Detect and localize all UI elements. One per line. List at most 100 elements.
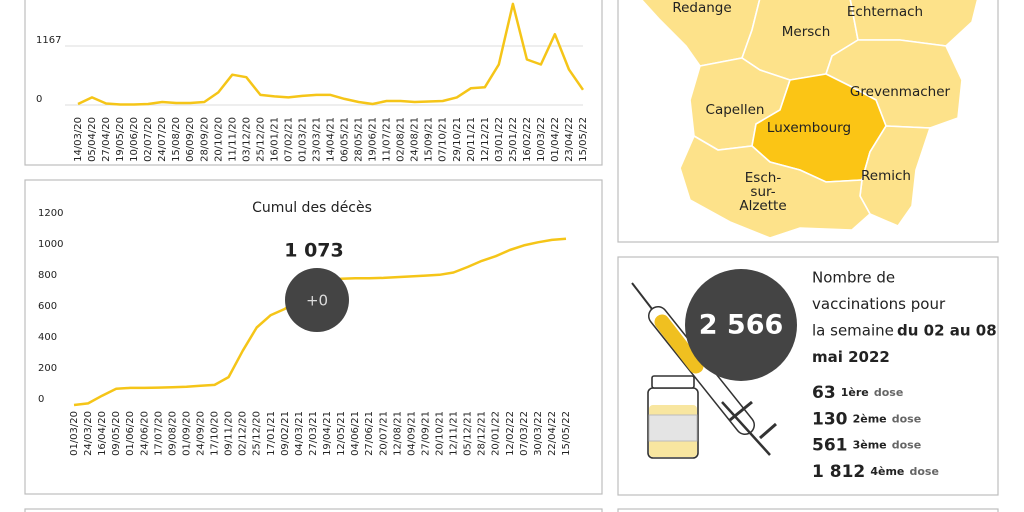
x-tick-label: 01/03/21 bbox=[297, 117, 308, 162]
x-tick-label: 10/06/20 bbox=[129, 117, 140, 162]
x-tick-label: 20/10/20 bbox=[213, 117, 224, 162]
syringe-icon bbox=[631, 282, 777, 459]
x-tick-label: 02/08/21 bbox=[396, 117, 407, 162]
x-tick-label: 15/09/21 bbox=[424, 117, 435, 162]
dose-unit: dose bbox=[892, 412, 921, 425]
panel-bottom bbox=[24, 508, 603, 512]
y-tick-label: 1000 bbox=[38, 239, 63, 250]
x-tick-label: 11/11/20 bbox=[227, 117, 238, 162]
x-tick-label: 29/10/21 bbox=[452, 117, 463, 162]
x-tick-label: 28/09/20 bbox=[199, 117, 210, 162]
annotation-badge bbox=[285, 268, 349, 332]
x-tick-label: 19/05/20 bbox=[115, 117, 126, 162]
region bbox=[859, 125, 932, 227]
panel-deaths bbox=[24, 179, 603, 495]
x-tick-label: 17/07/20 bbox=[153, 411, 164, 456]
period: du 02 au 08 bbox=[897, 322, 997, 340]
dose-count: 1 812 bbox=[812, 462, 865, 482]
vaccination-text: Nombre de vaccinations pour la semaine du 0… bbox=[812, 269, 997, 482]
y-tick-label: 0 bbox=[36, 94, 42, 105]
x-tick-label: 17/01/21 bbox=[266, 411, 277, 456]
x-tick-label: 24/09/20 bbox=[196, 411, 207, 456]
x-tick-label: 25/01/22 bbox=[508, 117, 519, 162]
x-tick-label: 27/04/20 bbox=[101, 117, 112, 162]
x-tick-label: 11/07/21 bbox=[382, 117, 393, 162]
x-tick-label: 04/03/21 bbox=[294, 411, 305, 456]
x-tick-label: 27/09/21 bbox=[420, 411, 431, 456]
x-tick-label: 28/12/21 bbox=[477, 411, 488, 456]
x-tick-label: 03/01/22 bbox=[494, 117, 505, 162]
x-tick-label: 22/04/22 bbox=[547, 411, 558, 456]
x-tick-label: 05/12/21 bbox=[463, 411, 474, 456]
x-tick-label: 12/11/21 bbox=[449, 411, 460, 456]
x-tick-label: 02/12/20 bbox=[238, 411, 249, 456]
x-tick-label: 12/02/22 bbox=[505, 411, 516, 456]
dose-row: 63 1ère dose bbox=[812, 383, 903, 404]
region-label: sur- bbox=[750, 184, 775, 200]
region-label: Luxembourg bbox=[767, 120, 851, 136]
x-tick-label: 14/03/20 bbox=[73, 117, 84, 162]
x-tick-label: 02/07/20 bbox=[143, 117, 154, 162]
dose-unit: dose bbox=[874, 386, 903, 399]
x-tick-label: 01/04/22 bbox=[550, 117, 561, 162]
x-tick-label: 20/07/21 bbox=[378, 411, 389, 456]
y-tick-label: 1167 bbox=[36, 35, 61, 46]
dose-count: 63 bbox=[812, 383, 836, 403]
region-label: Remich bbox=[861, 168, 911, 184]
panel-cases bbox=[24, 0, 603, 166]
dose-unit: dose bbox=[909, 465, 938, 478]
x-tick-label: 24/07/20 bbox=[157, 117, 168, 162]
map bbox=[640, 0, 979, 239]
panel-bottom-right bbox=[617, 508, 999, 512]
x-tick-label: 16/04/20 bbox=[97, 411, 108, 456]
dose-count: 130 bbox=[812, 409, 848, 429]
x-tick-label: 15/05/22 bbox=[578, 117, 589, 162]
x-tick-label: 25/12/20 bbox=[252, 411, 263, 456]
x-tick-label: 20/11/21 bbox=[466, 117, 477, 162]
region-label: Grevenmacher bbox=[850, 84, 951, 100]
x-tick-label: 27/03/21 bbox=[308, 411, 319, 456]
region-label: Capellen bbox=[706, 102, 765, 118]
x-tick-label: 15/05/22 bbox=[561, 411, 572, 456]
x-tick-label: 07/02/21 bbox=[283, 117, 294, 162]
x-tick-label: 05/04/20 bbox=[87, 117, 98, 162]
description: vaccinations pour bbox=[812, 295, 946, 313]
x-tick-label: 12/05/21 bbox=[336, 411, 347, 456]
dose-ordinal: 2ème bbox=[853, 412, 887, 425]
x-tick-label: 16/02/22 bbox=[522, 117, 533, 162]
x-tick-label: 16/01/21 bbox=[269, 117, 280, 162]
y-tick-label: 1200 bbox=[38, 208, 63, 219]
x-tick-label: 01/09/20 bbox=[181, 411, 192, 456]
y-tick-label: 600 bbox=[38, 301, 57, 312]
x-tick-label: 17/10/20 bbox=[210, 411, 221, 456]
chart-title: Cumul des décès bbox=[252, 200, 372, 216]
dose-ordinal: 4ème bbox=[870, 465, 904, 478]
value-label: 1 073 bbox=[284, 240, 344, 262]
x-tick-label: 09/11/20 bbox=[224, 411, 235, 456]
region-label: Mersch bbox=[782, 24, 831, 40]
y-tick-label: 0 bbox=[38, 394, 44, 405]
x-tick-label: 12/08/21 bbox=[392, 411, 403, 456]
x-tick-label: 15/08/20 bbox=[171, 117, 182, 162]
x-tick-label: 04/09/21 bbox=[406, 411, 417, 456]
x-tick-label: 24/03/20 bbox=[83, 411, 94, 456]
dose-ordinal: 3ème bbox=[853, 439, 887, 452]
x-tick-label: 12/12/21 bbox=[480, 117, 491, 162]
x-tick-label: 04/06/21 bbox=[350, 411, 361, 456]
region-label: Alzette bbox=[739, 198, 786, 214]
map-labels: Redange Mersch Echternach Grevenmacher Capel… bbox=[672, 0, 950, 214]
x-tick-label: 20/10/21 bbox=[434, 411, 445, 456]
x-tick-label: 24/06/20 bbox=[139, 411, 150, 456]
region-label: Redange bbox=[672, 0, 731, 16]
dose-row: 130 2ème dose bbox=[812, 409, 921, 430]
total-badge bbox=[685, 269, 797, 381]
dose-row: 561 3ème dose bbox=[812, 435, 921, 456]
x-tick-label: 06/05/21 bbox=[340, 117, 351, 162]
x-tick-label: 27/06/21 bbox=[364, 411, 375, 456]
vaccination-total: 2 566 bbox=[699, 310, 784, 341]
x-tick-label: 19/04/21 bbox=[322, 411, 333, 456]
x-tick-label: 14/04/21 bbox=[326, 117, 337, 162]
y-tick-label: 800 bbox=[38, 270, 57, 281]
dose-ordinal: 1ère bbox=[841, 386, 869, 399]
